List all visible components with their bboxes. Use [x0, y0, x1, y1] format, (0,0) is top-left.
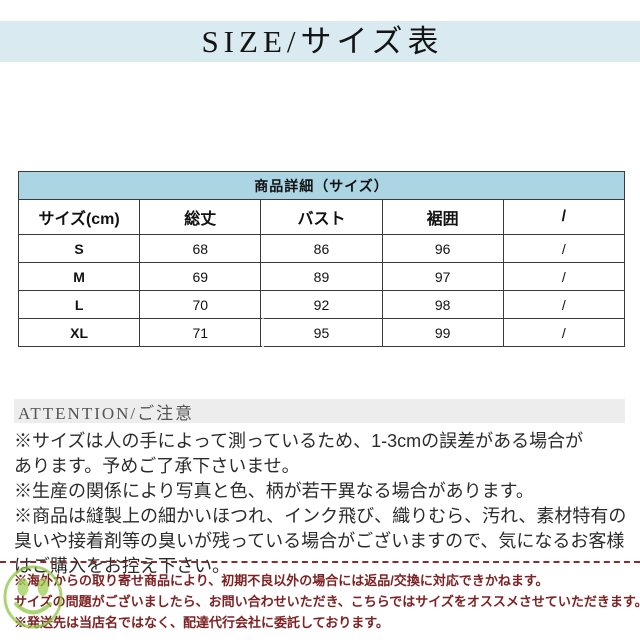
- cell-hem: 99: [381, 318, 504, 347]
- dashed-divider: [0, 561, 640, 563]
- footer-line: ※発送先は当店名ではなく、配達代行会社に委託しております。: [14, 615, 389, 630]
- cell-extra: /: [502, 262, 626, 291]
- notice-line: ※商品は縫製上の細かいほつれ、インク飛び、織りむら、汚れ、素材特有の: [14, 506, 627, 526]
- table-row: M 69 89 97 /: [17, 262, 626, 291]
- size-table-container: 商品詳細（サイズ） サイズ(cm) 総丈 バスト 裾囲 / S 68 86 96…: [17, 171, 626, 347]
- footer-line: サイズの問題がございましたら、お問い合わせいただき、こちらではサイズをオススメさ…: [14, 594, 640, 609]
- cell-extra: /: [502, 234, 626, 263]
- column-header-extra: /: [502, 199, 626, 235]
- cell-length: 69: [139, 262, 262, 291]
- cell-size: M: [17, 262, 141, 291]
- cell-hem: 97: [381, 262, 504, 291]
- notice-line: ※生産の関係により写真と色、柄が若干異なる場合があります。: [14, 481, 534, 501]
- table-row: S 68 86 96 /: [17, 234, 626, 263]
- footer-notice-block: ※海外からの取り寄せ商品により、初期不良以外の場合には返品/交換に対応できかねま…: [14, 570, 640, 633]
- attention-notice-block: ※サイズは人の手によって測っているため、1-3cmの誤差がある場合が あります。…: [14, 429, 630, 579]
- page-title-band: SIZE/サイズ表: [0, 21, 640, 62]
- cell-extra: /: [502, 290, 626, 319]
- notice-line: 臭いや接着剤等の臭いが残っている場合がございますので、気になるお客様: [14, 531, 625, 551]
- cell-extra: /: [502, 318, 626, 347]
- column-header-hem: 裾囲: [381, 199, 504, 235]
- column-header-size: サイズ(cm): [17, 199, 141, 235]
- notice-line: あります。予めご了承下さいませ。: [14, 456, 300, 476]
- footer-line: ※海外からの取り寄せ商品により、初期不良以外の場合には返品/交換に対応できかねま…: [14, 573, 549, 588]
- attention-heading-band: ATTENTION/ご注意: [14, 399, 625, 423]
- column-header-length: 総丈: [139, 199, 262, 235]
- page-title: SIZE/サイズ表: [201, 24, 444, 59]
- table-header-row: サイズ(cm) 総丈 バスト 裾囲 /: [17, 199, 626, 235]
- cell-size: L: [17, 290, 141, 319]
- cell-bust: 95: [260, 318, 383, 347]
- cell-hem: 98: [381, 290, 504, 319]
- table-row: L 70 92 98 /: [17, 290, 626, 319]
- column-header-bust: バスト: [260, 199, 383, 235]
- attention-heading: ATTENTION/ご注意: [18, 403, 195, 423]
- cell-bust: 89: [260, 262, 383, 291]
- size-table-caption: 商品詳細（サイズ）: [18, 171, 625, 200]
- table-caption-row: 商品詳細（サイズ）: [18, 171, 625, 200]
- cell-size: XL: [17, 318, 141, 347]
- cell-length: 70: [139, 290, 262, 319]
- cell-size: S: [17, 234, 141, 263]
- notice-line: ※サイズは人の手によって測っているため、1-3cmの誤差がある場合が: [14, 431, 584, 451]
- cell-bust: 92: [260, 290, 383, 319]
- table-row: XL 71 95 99 /: [17, 318, 626, 347]
- size-table-body: 商品詳細（サイズ） サイズ(cm) 総丈 バスト 裾囲 / S 68 86 96…: [17, 171, 626, 347]
- cell-length: 68: [139, 234, 262, 263]
- cell-hem: 96: [381, 234, 504, 263]
- size-table: 商品詳細（サイズ） サイズ(cm) 総丈 バスト 裾囲 / S 68 86 96…: [17, 171, 626, 347]
- cell-bust: 86: [260, 234, 383, 263]
- cell-length: 71: [139, 318, 262, 347]
